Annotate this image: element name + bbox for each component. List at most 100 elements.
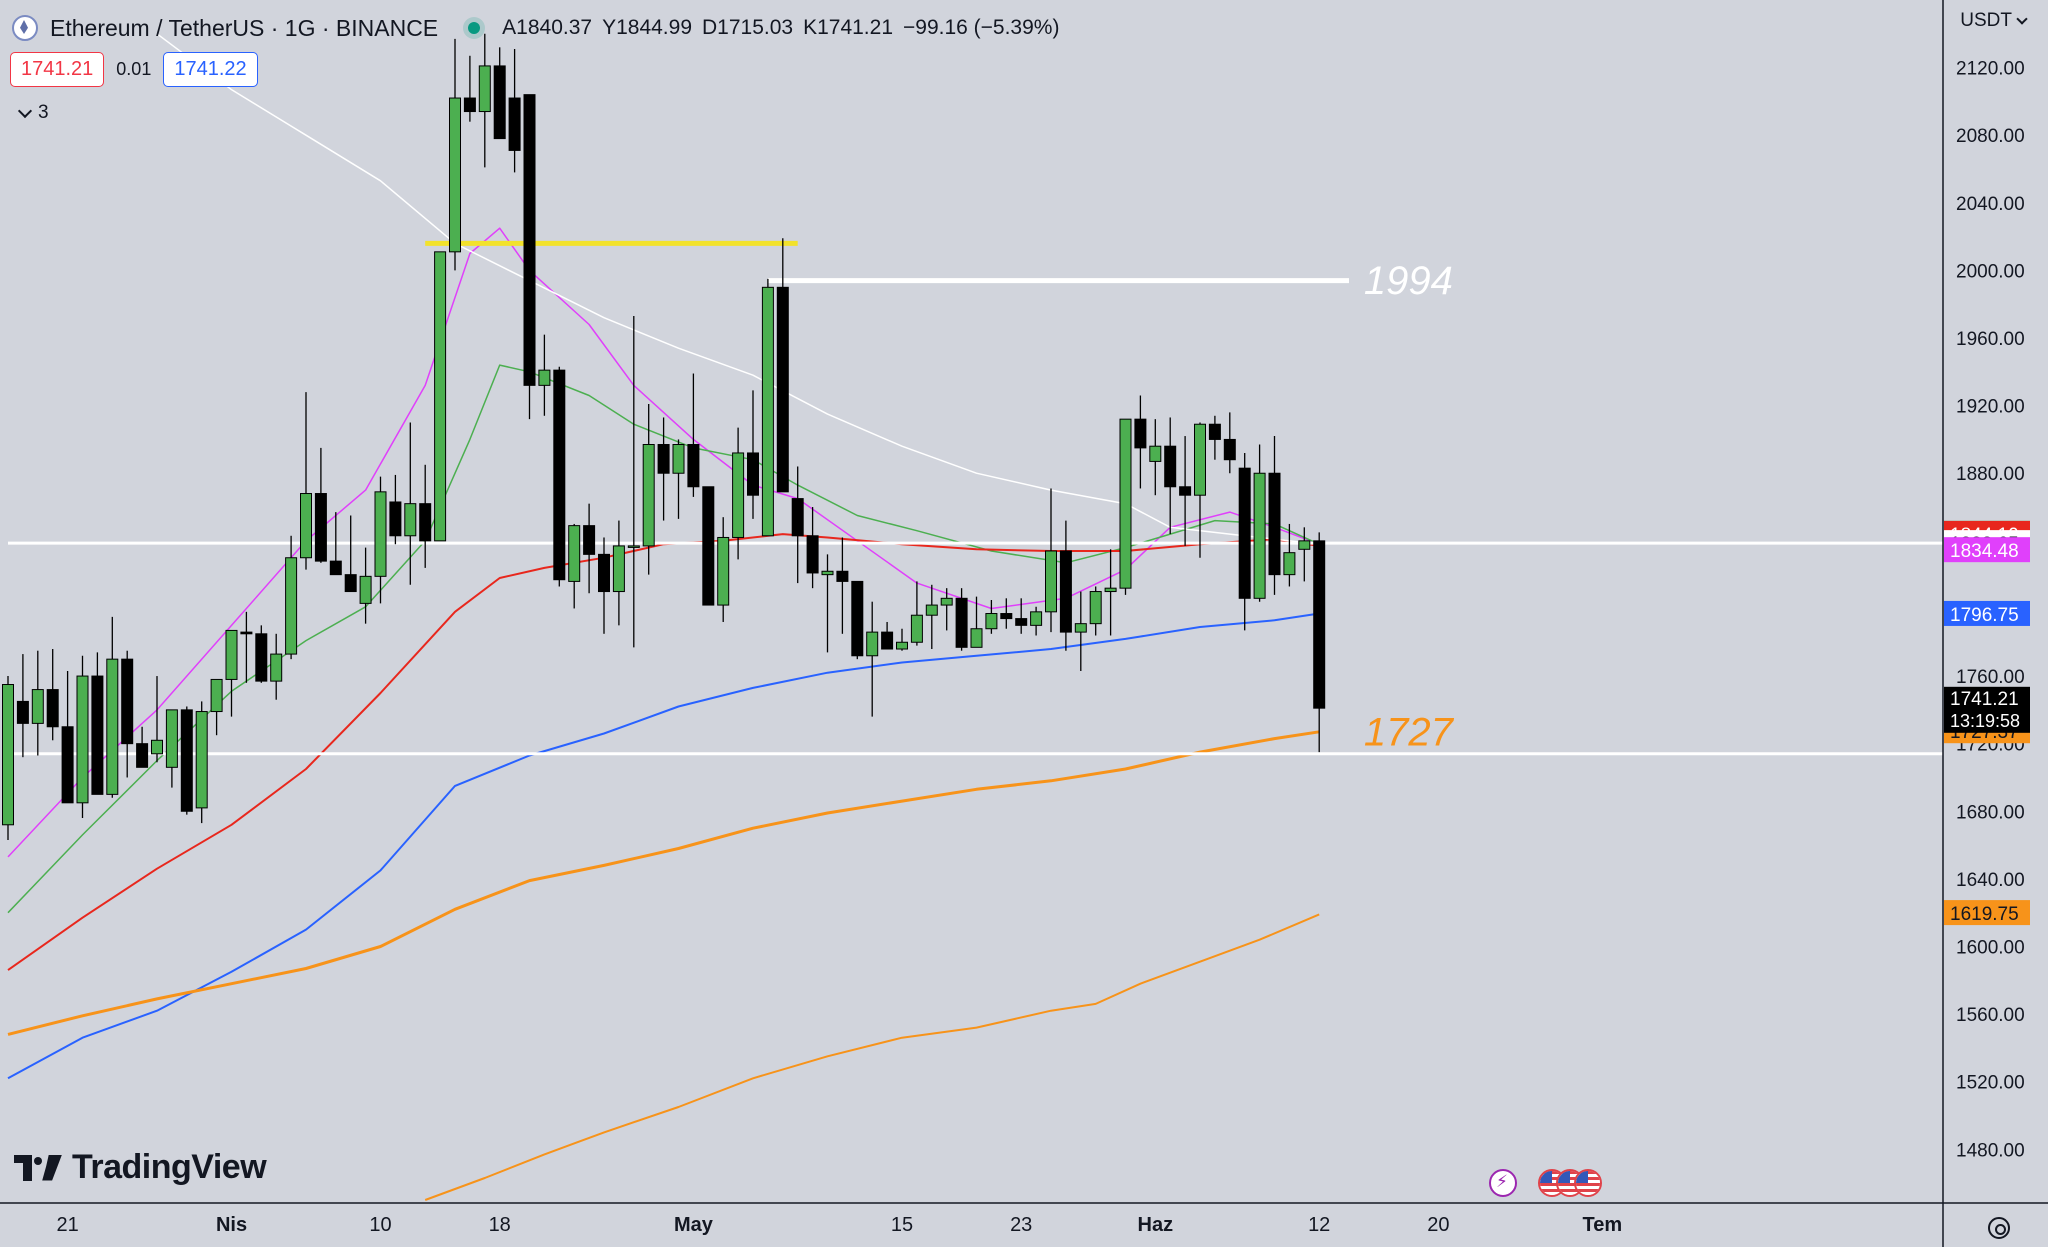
buy-button[interactable]: 1741.22 (163, 52, 258, 87)
candle[interactable] (389, 474, 402, 545)
candle[interactable] (1164, 417, 1177, 535)
candle[interactable] (747, 390, 759, 519)
candle[interactable] (1194, 422, 1206, 558)
candle[interactable] (598, 537, 610, 634)
candle[interactable] (1045, 488, 1057, 633)
candle[interactable] (16, 654, 29, 758)
candle[interactable] (374, 476, 387, 604)
candle[interactable] (285, 535, 298, 660)
candle[interactable] (1000, 598, 1013, 629)
candle[interactable] (151, 676, 163, 763)
candle[interactable] (449, 38, 461, 271)
candle[interactable] (791, 466, 804, 584)
candle[interactable] (761, 278, 774, 537)
candle[interactable] (538, 334, 551, 416)
candle[interactable] (210, 678, 223, 736)
candle[interactable] (881, 621, 894, 650)
candle[interactable] (1104, 549, 1117, 636)
candle[interactable] (1223, 412, 1236, 474)
candle[interactable] (61, 670, 74, 804)
candle[interactable] (1283, 523, 1296, 587)
candle[interactable] (344, 515, 357, 593)
candle[interactable] (940, 588, 953, 631)
candle[interactable] (717, 517, 730, 622)
candle[interactable] (508, 49, 521, 173)
candle[interactable] (463, 55, 476, 122)
candle[interactable] (180, 706, 193, 815)
candle[interactable] (642, 403, 655, 575)
us-flag-event-icon[interactable] (1574, 1169, 1602, 1197)
candle[interactable] (1298, 527, 1311, 582)
tradingview-logo[interactable]: TradingView (14, 1148, 267, 1187)
symbol-title[interactable]: Ethereum / TetherUS · 1G · BINANCE (50, 14, 439, 41)
candle[interactable] (1059, 520, 1072, 651)
currency-selector[interactable]: USDT (1960, 10, 2028, 32)
candle[interactable] (106, 616, 119, 798)
candle[interactable] (925, 584, 938, 650)
candle[interactable] (896, 628, 908, 651)
candle[interactable] (255, 625, 268, 683)
candle[interactable] (553, 366, 566, 587)
candle[interactable] (836, 537, 849, 634)
candle[interactable] (121, 650, 134, 778)
candle[interactable] (1089, 586, 1102, 636)
candle[interactable] (687, 373, 700, 497)
candle[interactable] (46, 649, 59, 741)
settings-gear-icon[interactable] (1988, 1217, 2010, 1239)
candle[interactable] (76, 655, 89, 819)
indicators-toggle[interactable]: 3 (17, 102, 49, 124)
candle[interactable] (776, 238, 789, 493)
sell-button[interactable]: 1741.21 (10, 52, 105, 87)
candle[interactable] (851, 580, 864, 660)
candle[interactable] (300, 392, 312, 570)
candle[interactable] (985, 600, 998, 634)
candle[interactable] (806, 507, 819, 589)
candle[interactable] (91, 652, 104, 795)
candle[interactable] (523, 94, 536, 420)
candle[interactable] (136, 726, 149, 768)
candle[interactable] (1030, 606, 1043, 636)
candle[interactable] (314, 447, 327, 563)
candle[interactable] (419, 464, 432, 568)
candle[interactable] (1208, 415, 1221, 460)
candle[interactable] (866, 601, 879, 717)
candle[interactable] (1074, 591, 1087, 671)
candle[interactable] (1015, 598, 1028, 634)
candle[interactable] (612, 520, 625, 626)
flash-event-icon[interactable] (1489, 1169, 1517, 1197)
candle[interactable] (1313, 532, 1326, 753)
candle[interactable] (1238, 452, 1251, 631)
candle[interactable] (1253, 444, 1266, 602)
candle[interactable] (270, 633, 283, 700)
candle[interactable] (329, 512, 342, 576)
candle[interactable] (359, 547, 372, 624)
candle[interactable] (478, 33, 491, 168)
candle[interactable] (821, 554, 834, 653)
candle[interactable] (404, 422, 417, 585)
candle[interactable] (970, 596, 983, 648)
us-flag-event-icon[interactable] (1538, 1169, 1566, 1197)
candle[interactable] (240, 611, 253, 683)
candle[interactable] (1119, 418, 1132, 595)
candle[interactable] (31, 650, 44, 756)
candle[interactable] (434, 251, 447, 542)
candle[interactable] (702, 486, 715, 606)
candle[interactable] (568, 523, 581, 609)
candle[interactable] (627, 316, 640, 648)
candle[interactable] (1268, 436, 1281, 595)
candle[interactable] (493, 47, 506, 140)
candle[interactable] (195, 701, 208, 824)
candle[interactable] (2, 676, 14, 840)
candle[interactable] (225, 629, 238, 717)
candle[interactable] (1149, 419, 1162, 496)
candle[interactable] (657, 417, 670, 521)
candle[interactable] (672, 439, 685, 519)
candle[interactable] (1179, 436, 1192, 546)
candle[interactable] (165, 709, 178, 788)
candle[interactable] (910, 581, 923, 646)
candle[interactable] (1134, 395, 1147, 489)
candle[interactable] (955, 588, 968, 651)
candle[interactable] (583, 503, 596, 594)
candle[interactable] (732, 427, 745, 560)
